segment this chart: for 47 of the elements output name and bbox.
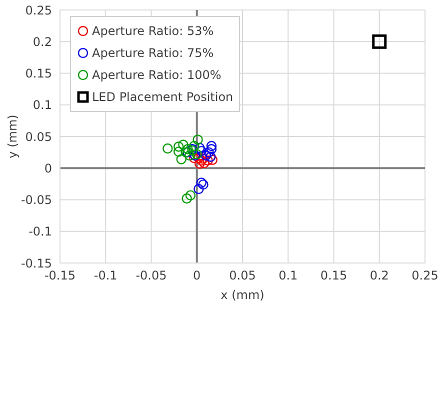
y-tick-label: -0.05 [20,193,52,208]
legend-label: Aperture Ratio: 75% [92,46,214,60]
y-tick-label: -0.15 [20,256,52,270]
y-tick-label: 0.2 [32,34,52,49]
point [178,140,188,150]
x-tick-label: 0.05 [229,268,256,283]
x-tick-label: 0.2 [370,268,389,283]
point [182,193,192,204]
point [194,142,205,153]
point [206,144,217,154]
point [184,150,195,161]
point [174,146,184,157]
y-tick-label: 0.05 [25,130,52,144]
legend-label: Aperture Ratio: 100% [92,68,222,82]
x-tick-label: 0.15 [320,268,348,283]
point [174,142,184,152]
point [204,147,214,158]
y-tick-label: 0 [44,161,52,176]
point [199,158,210,168]
x-tick-label: -0.1 [94,268,118,283]
point [196,146,207,156]
point [202,155,213,166]
y-tick-label: 0.25 [25,3,52,18]
point [176,154,186,164]
point [194,158,205,169]
legend-label: LED Placement Position [92,90,234,104]
point [185,190,196,200]
x-tick-label: 0.1 [278,268,298,283]
point [182,144,193,154]
point [192,134,203,145]
y-tick-label: 0.1 [32,98,52,112]
y-tick-label: 0.15 [25,66,52,81]
x-axis-title: x (mm) [220,288,264,302]
x-tick-label: -0.05 [136,268,167,283]
x-tick-label: 0 [193,268,201,283]
x-tick-label: -0.15 [44,268,76,283]
point [189,140,200,152]
y-tick-label: -0.1 [28,224,52,239]
point [194,152,204,164]
point [162,143,173,154]
x-tick-label: 0.25 [412,268,438,283]
y-axis-title: y (mm) [5,114,20,158]
point [206,140,217,152]
point [207,154,218,165]
point [372,34,387,49]
legend-label: Aperture Ratio: 53% [92,24,214,38]
point [194,184,204,194]
